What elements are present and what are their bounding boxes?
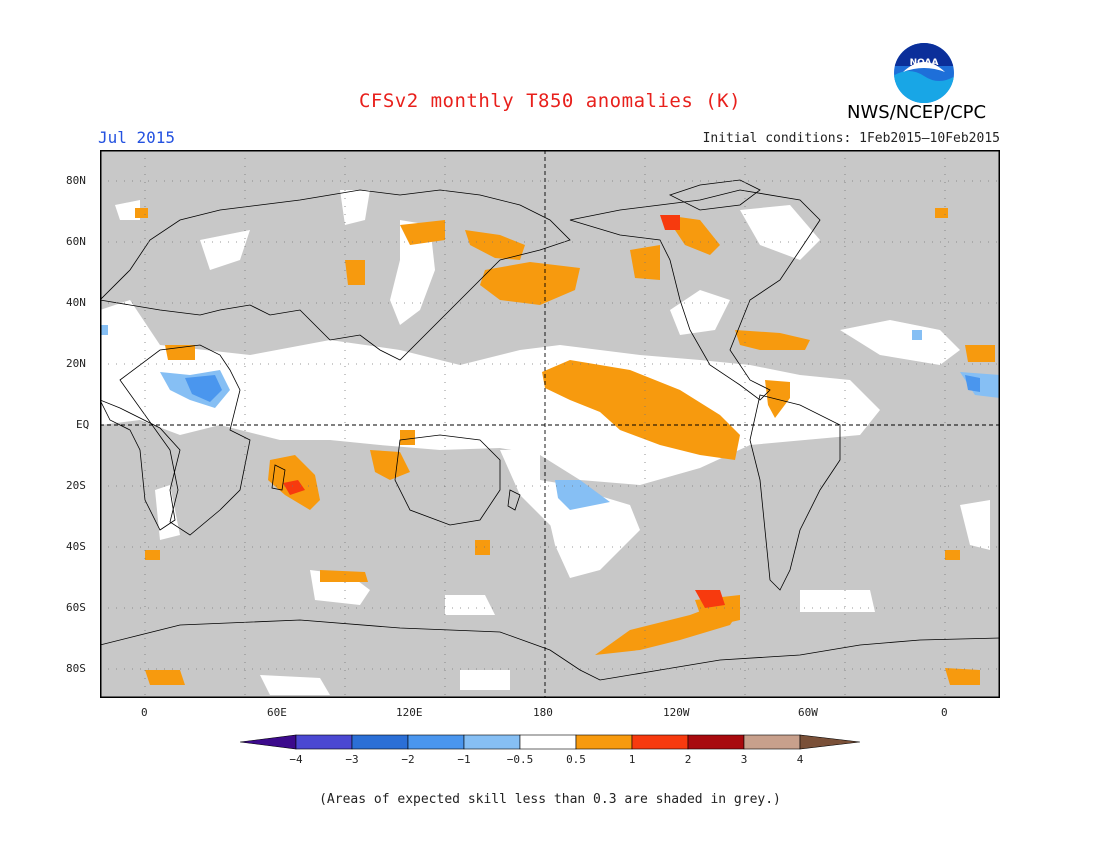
lat-label-20n: 20N xyxy=(66,357,86,370)
lon-label-180: 180 xyxy=(533,706,553,719)
africa-outline xyxy=(119,344,251,536)
colorbar-cell xyxy=(743,734,801,750)
lat-label-40s: 40S xyxy=(66,540,86,553)
colorbar-label: 2 xyxy=(685,753,692,766)
colorbar-cell xyxy=(295,734,353,750)
eurasia-outline xyxy=(100,189,571,361)
map-frame xyxy=(100,150,1000,698)
antarctica-outline xyxy=(100,619,1000,681)
colorbar-cell xyxy=(631,734,689,750)
colorbar-label: 1 xyxy=(629,753,636,766)
lat-label-eq: EQ xyxy=(76,418,90,431)
lat-label-80n: 80N xyxy=(66,174,86,187)
colorbar: −4 −3 −2 −1 −0.5 0.5 1 2 3 4 xyxy=(240,734,860,766)
colorbar-arrow-high xyxy=(799,734,860,750)
colorbar-labels: −4 −3 −2 −1 −0.5 0.5 1 2 3 4 xyxy=(289,753,803,766)
noaa-logo-text: NOAA xyxy=(910,58,939,68)
red-anomalies xyxy=(283,215,725,608)
colorbar-cells xyxy=(240,734,860,750)
lon-label-0-left: 0 xyxy=(141,706,148,719)
lat-label-60n: 60N xyxy=(66,235,86,248)
colorbar-label: 3 xyxy=(741,753,748,766)
orange-anomalies xyxy=(135,208,995,685)
new-zealand-outline xyxy=(507,489,521,511)
africa-west-outline xyxy=(100,399,181,531)
colorbar-cell xyxy=(687,734,745,750)
colorbar-label: −1 xyxy=(457,753,470,766)
colorbar-cell xyxy=(519,734,577,750)
colorbar-label: −2 xyxy=(401,753,414,766)
colorbar-label: −3 xyxy=(345,753,358,766)
colorbar-label: −0.5 xyxy=(507,753,534,766)
australia-outline xyxy=(394,434,501,526)
colorbar-label: −4 xyxy=(289,753,303,766)
map-title: CFSv2 monthly T850 anomalies (K) xyxy=(358,90,742,112)
colorbar-cell xyxy=(463,734,521,750)
lat-label-20s: 20S xyxy=(66,479,86,492)
lon-label-120w: 120W xyxy=(663,706,690,719)
colorbar-cell xyxy=(575,734,633,750)
anomaly-map xyxy=(100,150,1000,698)
blue-anomalies-strong xyxy=(185,375,980,402)
north-america-outline xyxy=(569,189,821,401)
colorbar-arrow-low xyxy=(240,734,297,750)
south-america-outline xyxy=(749,394,841,591)
colorbar-cell xyxy=(351,734,409,750)
lon-label-120e: 120E xyxy=(396,706,423,719)
footnote: (Areas of expected skill less than 0.3 a… xyxy=(319,792,781,807)
lon-label-60e: 60E xyxy=(267,706,287,719)
colorbar-label: 0.5 xyxy=(566,753,586,766)
colorbar-cell xyxy=(407,734,465,750)
coastlines xyxy=(100,179,1000,681)
greenland-outline xyxy=(668,179,761,211)
lat-label-80s: 80S xyxy=(66,662,86,675)
madagascar-outline xyxy=(271,464,286,491)
initial-conditions: Initial conditions: 1Feb2015–10Feb2015 xyxy=(702,131,1000,146)
lon-label-60w: 60W xyxy=(798,706,818,719)
colorbar-label: 4 xyxy=(797,753,804,766)
lon-label-0-right: 0 xyxy=(941,706,948,719)
lat-label-60s: 60S xyxy=(66,601,86,614)
forecast-month: Jul 2015 xyxy=(98,128,176,147)
agency-label: NWS/NCEP/CPC xyxy=(847,102,987,123)
gridlines xyxy=(100,150,1000,698)
lat-label-40n: 40N xyxy=(66,296,86,309)
noaa-logo: NOAA xyxy=(894,43,954,103)
